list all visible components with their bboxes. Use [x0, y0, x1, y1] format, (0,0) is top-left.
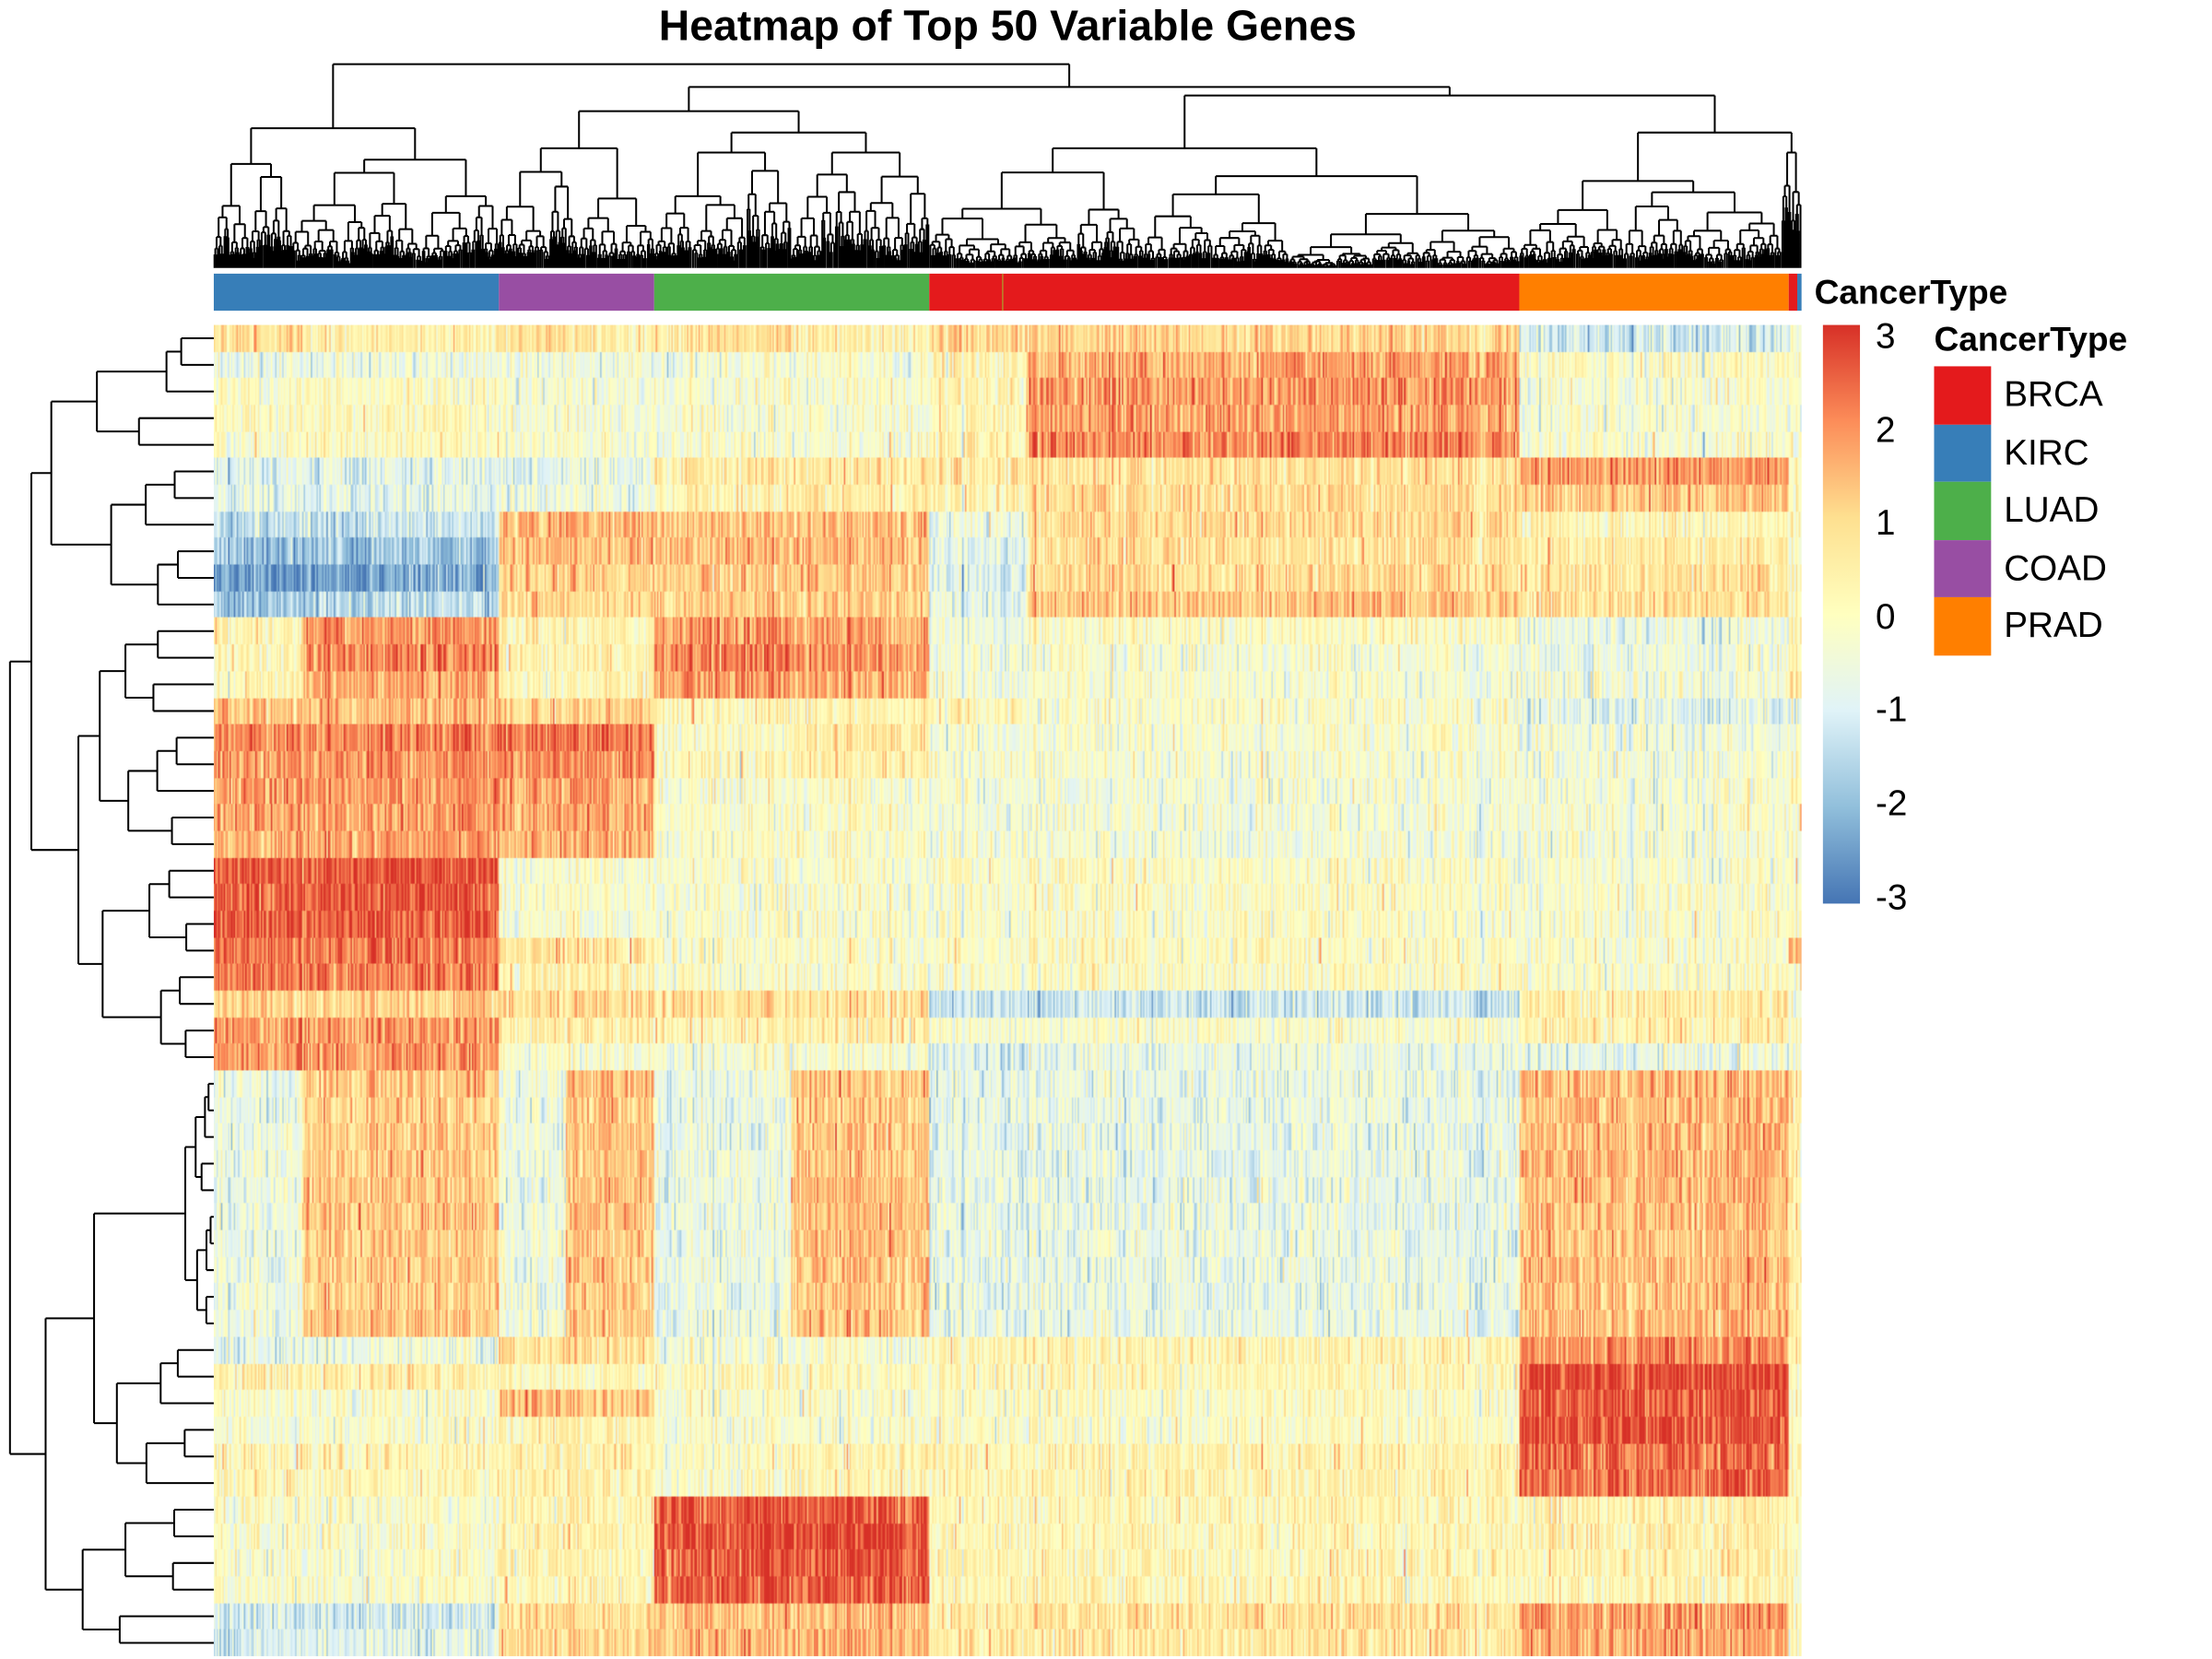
color-scale-tick: 0 [1876, 596, 1896, 637]
legend-swatch-prad [1934, 597, 1992, 656]
legend-swatch-brca [1934, 366, 1992, 425]
legend-label: KIRC [2004, 432, 2089, 473]
annotation-segment-luad [653, 273, 930, 312]
chart-title: Heatmap of Top 50 Variable Genes [658, 3, 1357, 51]
legend-label: PRAD [2004, 606, 2103, 647]
annotation-segment-prad [1519, 273, 1789, 312]
column-dendrogram-branches [213, 63, 1802, 268]
annotation-segment-kirc [1797, 273, 1802, 312]
color-scale-tick: -3 [1876, 877, 1908, 918]
color-scale-tick: 2 [1876, 409, 1896, 451]
annotation-segment-kirc [213, 273, 500, 312]
annotation-label: CancerType [1814, 273, 2008, 312]
annotation-divider [1002, 273, 1004, 312]
legend-label: BRCA [2004, 374, 2103, 416]
color-scale-tick: 3 [1876, 316, 1896, 357]
color-scale-tick: 1 [1876, 503, 1896, 544]
legend-swatch-kirc [1934, 424, 1992, 482]
heatmap-cells [213, 324, 1802, 1656]
column-annotation-bar [213, 273, 1802, 312]
color-scale-tick: -1 [1876, 690, 1908, 731]
annotation-segment-brca [1788, 273, 1798, 312]
legend-label: LUAD [2004, 490, 2100, 531]
legend-title: CancerType [1934, 320, 2128, 359]
legend-swatch-coad [1934, 539, 1992, 598]
annotation-segment-coad [499, 273, 654, 312]
legend-swatch-luad [1934, 481, 1992, 540]
row-dendrogram-branches [8, 337, 214, 1644]
color-scale-bar [1822, 324, 1861, 904]
color-scale-tick: -2 [1876, 783, 1908, 824]
annotation-segment-brca [929, 273, 1520, 312]
legend-label: COAD [2004, 548, 2107, 589]
